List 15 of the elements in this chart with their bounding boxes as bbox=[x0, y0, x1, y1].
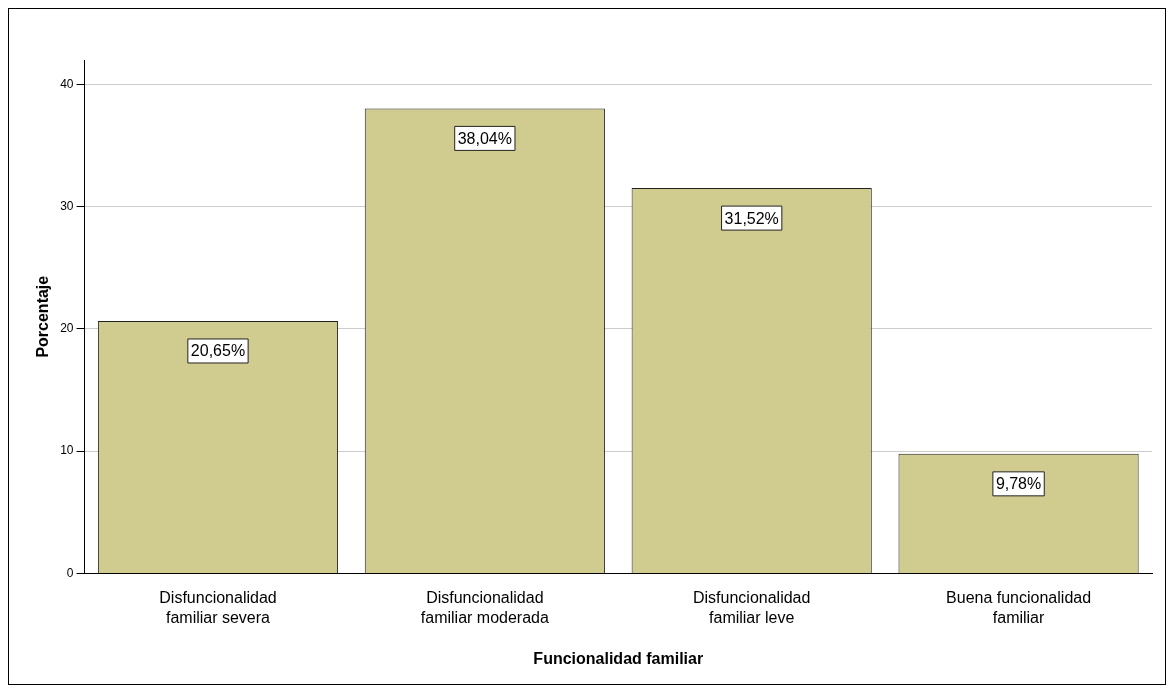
data-label: 31,52% bbox=[724, 209, 779, 227]
x-tick-label: Disfuncionalidad familiar severa bbox=[159, 589, 277, 626]
x-tick-label: Disfuncionalidad familiar leve bbox=[693, 589, 811, 626]
data-label: 9,78% bbox=[995, 475, 1042, 493]
data-label: 20,65% bbox=[190, 342, 246, 360]
y-tick-label: 30 bbox=[60, 199, 74, 213]
y-tick-label: 20 bbox=[60, 321, 74, 336]
data-label: 38,04% bbox=[457, 129, 512, 147]
x-axis-title: Funcionalidad familiar bbox=[533, 649, 704, 667]
x-tick-label: Buena funcionalidad familiar bbox=[946, 589, 1092, 626]
x-tick-label: Disfuncionalidad familiar moderada bbox=[420, 589, 549, 626]
y-axis-title: Porcentaje bbox=[34, 275, 52, 358]
y-tick-label: 0 bbox=[66, 565, 74, 580]
y-tick-label: 40 bbox=[60, 76, 74, 91]
y-tick-label: 10 bbox=[60, 443, 74, 458]
